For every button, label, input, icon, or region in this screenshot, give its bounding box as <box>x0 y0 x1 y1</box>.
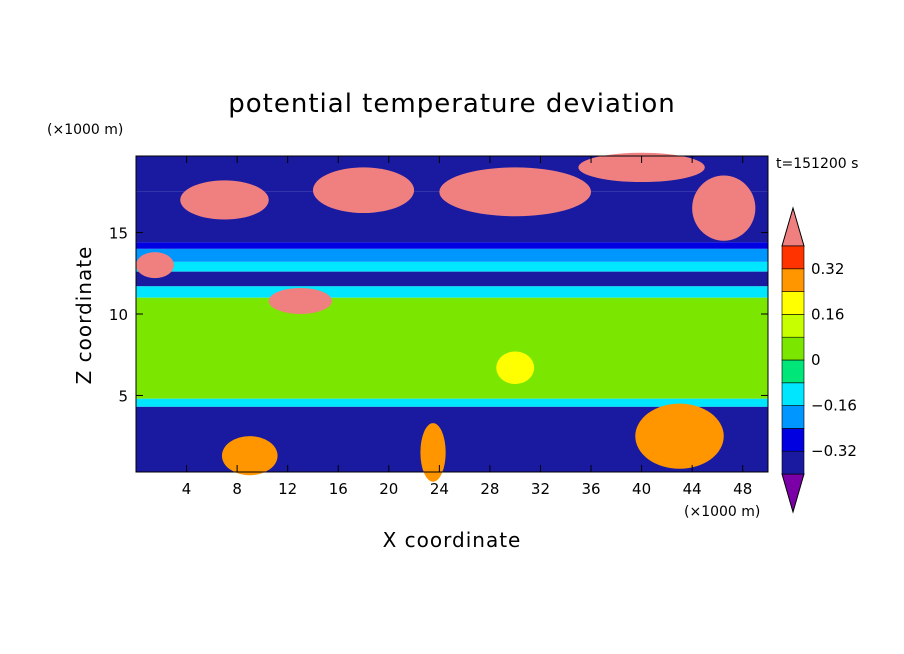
colorbar-tick-label: −0.16 <box>811 397 857 415</box>
colorbar-extend-top <box>781 206 805 247</box>
x-tick-label: 20 <box>379 480 398 498</box>
contour-patch-0 <box>180 180 269 220</box>
contour-band-2 <box>136 242 768 249</box>
contour-band-6 <box>136 286 768 298</box>
colorbar-tick-label: −0.32 <box>811 442 857 460</box>
y-unit-label: (×1000 m) <box>47 122 123 138</box>
y-tick-label: 15 <box>109 225 128 243</box>
x-tick-label: 16 <box>329 480 348 498</box>
x-axis-label: X coordinate <box>383 528 522 552</box>
x-tick-label: 40 <box>632 480 651 498</box>
colorbar-band <box>781 382 805 406</box>
colorbar-band <box>781 268 805 292</box>
x-tick-label: 32 <box>531 480 550 498</box>
contour-patch-7 <box>221 436 278 476</box>
x-tick-label: 44 <box>683 480 702 498</box>
y-tick-label: 5 <box>118 387 128 405</box>
y-axis-label: Z coordinate <box>72 246 96 385</box>
colorbar-band <box>781 359 805 384</box>
x-tick-label: 28 <box>480 480 499 498</box>
contour-band-7 <box>136 297 768 399</box>
contour-patch-2 <box>312 167 415 214</box>
contour-patch-3 <box>578 152 705 183</box>
colorbar-band <box>781 336 805 361</box>
x-tick-label: 8 <box>232 480 242 498</box>
contour-patch-8 <box>420 423 446 482</box>
colorbar-band <box>781 405 805 429</box>
x-tick-label: 12 <box>278 480 297 498</box>
colorbar-band <box>781 428 805 452</box>
x-tick-label: 36 <box>581 480 600 498</box>
colorbar-band <box>781 291 805 315</box>
contour-patch-4 <box>692 175 756 241</box>
x-unit-label: (×1000 m) <box>684 504 760 520</box>
contour-patch-1 <box>439 167 592 217</box>
colorbar-band <box>781 245 805 270</box>
contour-band-4 <box>136 261 768 272</box>
contour-band-5 <box>136 271 768 287</box>
x-tick-label: 48 <box>733 480 752 498</box>
colorbar-band <box>781 450 805 475</box>
colorbar-tick-label: 0.16 <box>811 305 844 323</box>
contour-patch-5 <box>268 287 332 315</box>
colorbar-band <box>781 314 805 338</box>
x-tick-label: 4 <box>182 480 192 498</box>
x-tick-label: 24 <box>430 480 449 498</box>
contour-band-8 <box>136 398 768 407</box>
time-label: t=151200 s <box>776 156 858 172</box>
chart-title: potential temperature deviation <box>228 89 675 119</box>
contour-patch-10 <box>496 351 535 385</box>
contour-patch-6 <box>136 252 174 279</box>
colorbar-tick-label: 0.32 <box>811 260 844 278</box>
plot-area <box>136 152 768 482</box>
y-tick-label: 10 <box>109 306 128 324</box>
colorbar-tick-label: 0 <box>811 351 821 369</box>
contour-band-3 <box>136 248 768 262</box>
contour-patch-9 <box>635 403 724 469</box>
x-ticks: 4 8 12 16 20 24 28 32 36 40 44 48 <box>182 156 752 498</box>
y-ticks: 5 10 15 <box>109 225 768 405</box>
colorbar: 0.32 0.16 0 −0.16 −0.32 <box>781 206 857 514</box>
colorbar-extend-bottom <box>781 473 805 514</box>
